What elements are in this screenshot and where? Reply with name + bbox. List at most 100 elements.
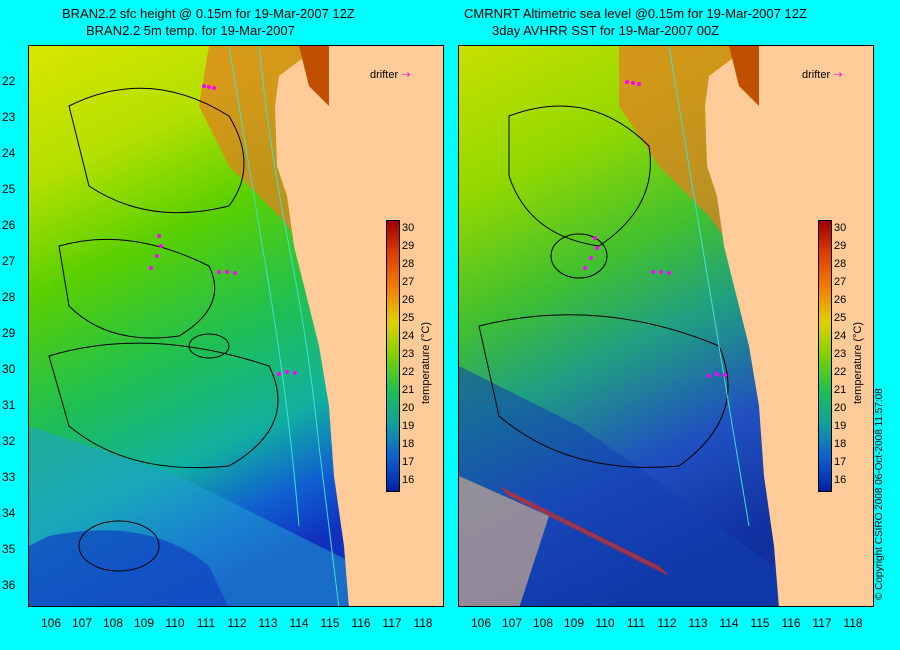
colorbar-tick: 22 [834, 366, 847, 378]
lon-tick: 118 [843, 616, 863, 630]
lat-tick: 31 [2, 398, 16, 412]
colorbar-tick: 28 [402, 258, 415, 270]
height-contour-1 [68, 87, 245, 214]
lon-tick: 107 [71, 616, 93, 630]
lon-tick: 118 [413, 616, 433, 630]
colorbar-tick: 30 [834, 222, 847, 234]
height-contour-1 [508, 105, 651, 247]
lon-tick: 110 [165, 616, 185, 630]
colorbar-tick: 21 [402, 384, 415, 396]
colorbar-tick: 20 [834, 402, 847, 414]
colorbar-tick: 17 [834, 456, 847, 468]
drifter-tracks [149, 84, 297, 376]
lon-tick: 108 [102, 616, 124, 630]
cloud-noise-region [459, 366, 799, 606]
left-map-svg [29, 46, 443, 606]
lon-tick: 106 [470, 616, 492, 630]
colorbar-tick: 25 [834, 312, 847, 324]
drifter-tracks [583, 80, 727, 378]
colorbar-tick: 26 [834, 294, 847, 306]
height-contour-4 [78, 520, 160, 572]
drifter-legend-label: drifter [802, 69, 831, 81]
bathymetry-contour-2 [228, 46, 300, 527]
lat-tick: 24 [2, 146, 16, 160]
lat-tick: 34 [2, 506, 16, 520]
lat-tick: 28 [2, 290, 16, 304]
height-contour-2 [550, 233, 608, 279]
lat-tick: 30 [2, 362, 16, 376]
right-map-panel [458, 45, 874, 607]
lat-tick: 35 [2, 542, 16, 556]
colorbar-tick: 27 [402, 276, 415, 288]
bathymetry-contour [668, 46, 750, 527]
lon-tick: 114 [289, 616, 309, 630]
colorbar-tick: 21 [834, 384, 847, 396]
lat-tick: 26 [2, 218, 16, 232]
lon-tick: 111 [196, 616, 216, 630]
lon-tick: 107 [501, 616, 523, 630]
lat-tick: 27 [2, 254, 16, 268]
lon-tick: 115 [320, 616, 340, 630]
height-contour-3 [478, 314, 729, 468]
lon-tick: 108 [532, 616, 554, 630]
lat-tick: 32 [2, 434, 16, 448]
lat-tick: 29 [2, 326, 16, 340]
lon-tick: 117 [812, 616, 832, 630]
right-map-svg [459, 46, 873, 606]
lon-tick: 115 [750, 616, 770, 630]
bathymetry-contour [258, 46, 340, 606]
colorbar-tick: 24 [402, 330, 415, 342]
left-title-line1: BRAN2.2 sfc height @ 0.15m for 19-Mar-20… [62, 6, 355, 21]
colorbar-tick: 23 [402, 348, 415, 360]
lon-tick: 106 [40, 616, 62, 630]
lon-tick: 112 [657, 616, 677, 630]
lon-tick: 114 [719, 616, 739, 630]
lat-tick: 23 [2, 110, 16, 124]
colorbar-tick: 20 [402, 402, 415, 414]
lon-tick: 110 [595, 616, 615, 630]
colorbar-tick: 27 [834, 276, 847, 288]
height-contour-3 [48, 342, 279, 469]
colorbar-tick: 19 [834, 420, 847, 432]
lon-tick: 109 [133, 616, 155, 630]
land-mass [275, 46, 443, 606]
right-title-line1: CMRNRT Altimetric sea level @0.15m for 1… [464, 6, 807, 21]
drifter-legend-label: drifter [370, 69, 399, 81]
colorbar-tick: 30 [402, 222, 415, 234]
colorbar-tick: 29 [402, 240, 415, 252]
lon-tick: 113 [258, 616, 278, 630]
colorbar-tick: 19 [402, 420, 415, 432]
colorbar-tick: 18 [402, 438, 415, 450]
lon-tick: 111 [626, 616, 646, 630]
no-data-patch [459, 476, 549, 606]
height-contour-2 [58, 238, 216, 339]
right-title-line2: 3day AVHRR SST for 19-Mar-2007 00Z [492, 23, 720, 38]
drifter-legend-left: drifter ⇢ [370, 68, 410, 81]
lat-tick: 33 [2, 470, 16, 484]
colorbar-tick: 23 [834, 348, 847, 360]
lon-tick: 113 [688, 616, 708, 630]
colorbar-tick: 18 [834, 438, 847, 450]
lat-tick: 22 [2, 74, 16, 88]
lat-tick: 25 [2, 182, 16, 196]
colorbar-tick: 29 [834, 240, 847, 252]
lon-tick: 117 [382, 616, 402, 630]
cold-eddy-region [29, 530, 229, 606]
colorbar-unit-left: temperature (°C) [420, 321, 432, 404]
colorbar-unit-right: temperature (°C) [852, 321, 864, 404]
lon-tick: 116 [351, 616, 371, 630]
colorbar-tick: 22 [402, 366, 415, 378]
colorbar-tick: 16 [834, 474, 847, 486]
colorbar-tick: 25 [402, 312, 415, 324]
coastal-warm-patch [299, 46, 329, 106]
drifter-marker-icon: ⇢ [401, 69, 411, 81]
lon-tick: 116 [781, 616, 801, 630]
height-contour-5 [188, 333, 230, 359]
copyright-notice: © Copyright CSIRO 2008 06-Oct-2008 11:57… [874, 388, 885, 600]
colorbar-right [818, 220, 832, 492]
left-map-panel [28, 45, 444, 607]
colorbar-tick: 28 [834, 258, 847, 270]
lat-tick: 36 [2, 578, 16, 592]
lon-tick: 109 [563, 616, 585, 630]
coastal-warm-patch [729, 46, 759, 106]
